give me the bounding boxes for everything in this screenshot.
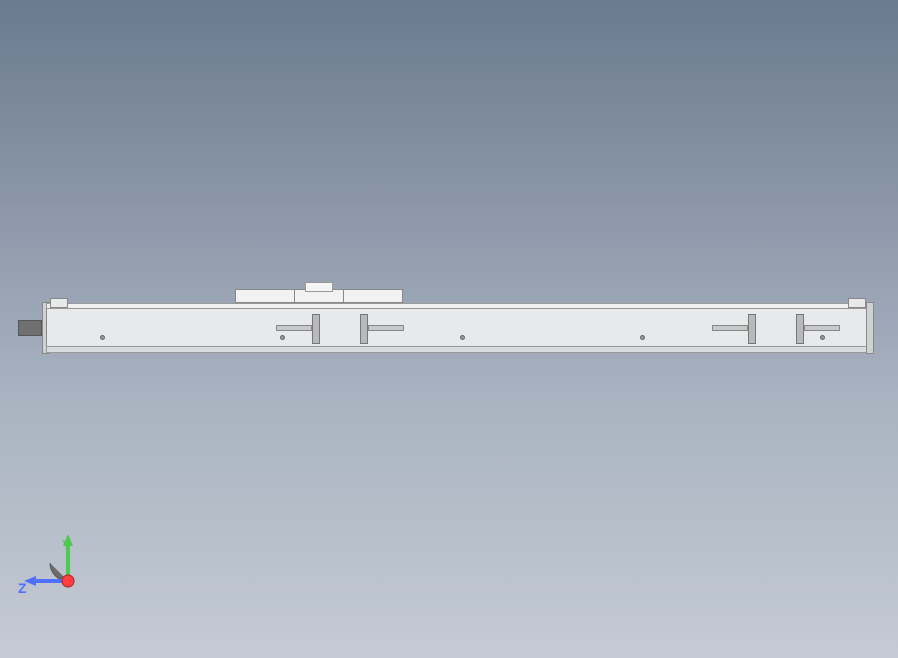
mounting-hole [640,335,645,340]
z-axis-label: Z [18,580,27,596]
mount-slot [804,325,840,331]
rail-top-strip [46,303,870,309]
mounting-hole [100,335,105,340]
view-triad[interactable] [24,532,94,602]
mounting-hole [820,335,825,340]
mount-bracket [796,314,804,344]
carriage-plate-segment [235,289,295,303]
mounting-hole [460,335,465,340]
x-axis-dot-icon [62,575,74,587]
mount-slot [368,325,404,331]
mount-slot [276,325,312,331]
cad-viewport[interactable]: Y Z [0,0,898,658]
end-cap-right [866,302,874,354]
y-axis-label: Y [62,537,71,553]
end-block-left [50,298,68,308]
rail-bottom-strip [46,346,870,353]
triad-icon [24,532,94,602]
mount-bracket [748,314,756,344]
motor-shaft [18,320,42,336]
carriage-plate-segment [343,289,403,303]
mounting-hole [280,335,285,340]
end-block-right [848,298,866,308]
mount-bracket [360,314,368,344]
mount-slot [712,325,748,331]
mount-bracket [312,314,320,344]
carriage-top-plate [305,282,333,292]
